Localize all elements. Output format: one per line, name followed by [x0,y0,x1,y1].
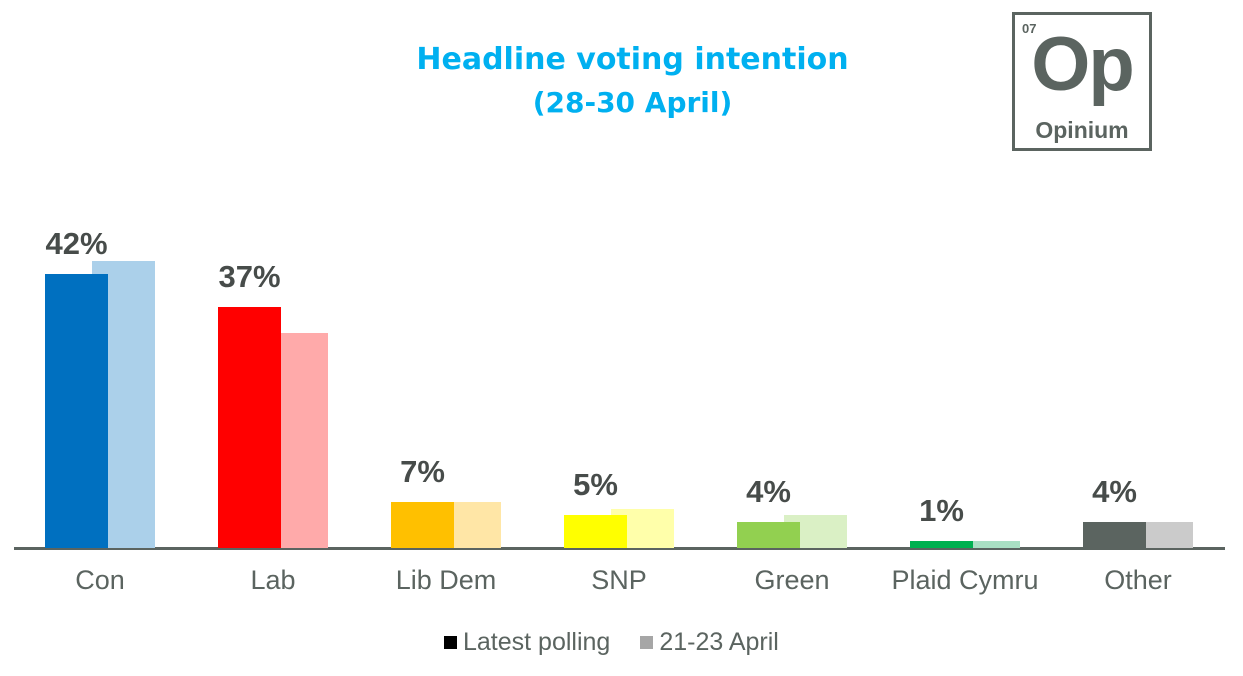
bar-previous-plaid-cymru [957,541,1020,548]
category-label-lab: Lab [250,565,296,595]
bar-latest-other [1083,521,1146,548]
data-label-lib-dem: 7% [400,454,445,490]
data-label-snp: 5% [573,467,618,503]
category-label-plaid-cymru: Plaid Cymru [891,565,1039,595]
data-label-green: 4% [746,473,791,509]
data-label-plaid-cymru: 1% [919,493,964,529]
category-label-con: Con [75,565,125,595]
data-label-lab: 37% [218,258,281,294]
data-label-other: 4% [1092,473,1137,509]
legend: Latest polling 21-23 April [444,628,809,657]
bar-latest-lab [218,306,281,548]
legend-swatch-previous [640,636,654,649]
legend-label-latest: Latest polling [463,628,611,656]
bar-latest-con [45,274,108,548]
legend-item-latest: Latest polling [444,628,610,657]
x-axis-line [14,547,1225,550]
bar-latest-snp [564,515,627,548]
bar-latest-lib-dem [391,502,454,548]
data-label-con: 42% [45,226,108,262]
bar-latest-plaid-cymru [910,541,973,548]
category-label-snp: SNP [591,565,647,595]
bar-latest-green [737,521,800,548]
legend-swatch-latest [444,636,457,649]
legend-label-previous: 21-23 April [659,628,779,656]
category-label-lib-dem: Lib Dem [395,565,497,595]
category-label-other: Other [1104,565,1172,595]
logo-symbol: Op [1031,22,1135,107]
opinium-logo: 07 Op Opinium [1012,12,1152,151]
logo-number: 07 [1022,21,1037,36]
category-label-green: Green [754,565,830,595]
chart-subtitle: (28-30 April) [532,86,733,119]
logo-name: Opinium [1035,117,1129,143]
chart-title: Headline voting intention [416,42,849,77]
legend-item-previous: 21-23 April [640,628,779,657]
